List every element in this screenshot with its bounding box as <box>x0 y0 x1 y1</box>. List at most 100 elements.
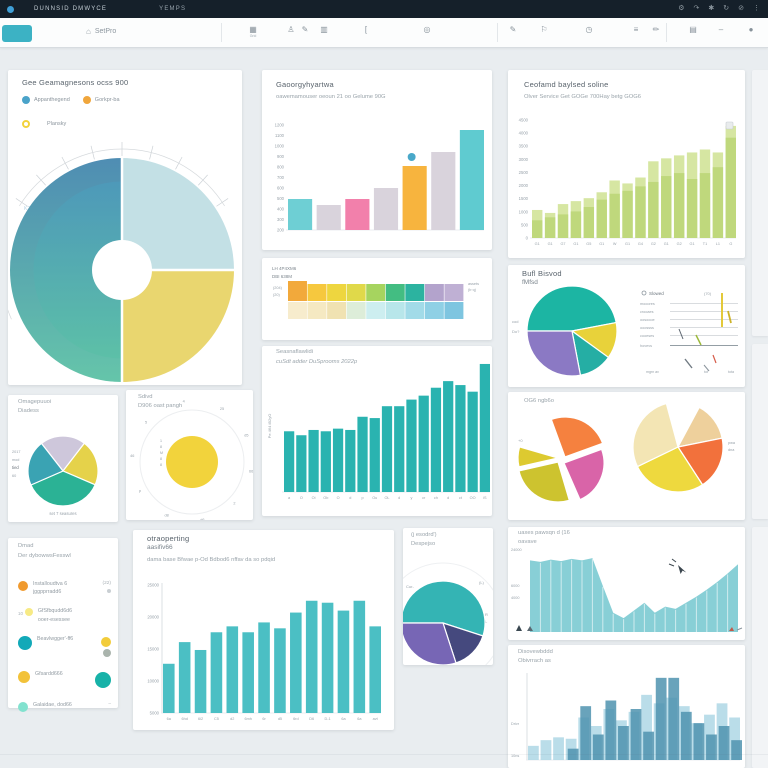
svg-text:700: 700 <box>277 175 285 180</box>
category-bar-chart[interactable]: 1200 1100 1000 900 800 700 600 500 400 300 200 <box>262 70 492 250</box>
legend-list-item[interactable]: Installoudtva 6 jggpprradd6 (22) <box>18 580 111 596</box>
toolbar-tool-icon[interactable]: ◎ <box>423 25 431 34</box>
svg-text:dna: dna <box>728 448 735 452</box>
svg-text:66: 66 <box>249 469 253 473</box>
histogram-chart[interactable]: Drivr 10ns <box>508 645 745 768</box>
share-pie-chart[interactable]: Cur-(L)RLDo <box>403 528 493 665</box>
svg-text:10ns: 10ns <box>511 754 519 758</box>
breakdown-pie-chart[interactable]: cod Do? mgrn av tot tota Slowed (70) mooores cro… <box>508 265 745 387</box>
svg-text:3000: 3000 <box>519 157 529 162</box>
color-strip-chart[interactable]: LH 4P4XM6 DBI 638M (204) (20) assets (b·q) <box>262 258 492 340</box>
cutoff-card-sliver <box>752 70 768 336</box>
small-pie-chart[interactable]: 2017 mod tied 60 set 7 seasures <box>8 395 118 522</box>
svg-text:0: 0 <box>526 236 529 241</box>
legend-list-item[interactable]: Galaidae, dod66 – <box>18 701 111 712</box>
toolbar-tool-icon[interactable]: ✎ <box>509 25 517 34</box>
svg-text:4000: 4000 <box>511 596 519 600</box>
home-tool[interactable]: ⌂ SetPro <box>86 27 116 36</box>
svg-text:500: 500 <box>521 222 529 227</box>
toolbar-tool-icon[interactable]: ▦ Grid <box>245 26 261 39</box>
svg-text:(20): (20) <box>273 293 280 297</box>
item-dot-icon <box>18 701 28 712</box>
card-subtitle: Obivrrach as <box>518 658 551 664</box>
card-title: Seasnaflawlidi <box>276 349 314 355</box>
svg-text:25000: 25000 <box>147 583 159 588</box>
legend-list-item[interactable]: Gfsardd666 <box>18 670 111 690</box>
window-title: DUNNSID DMWYCE <box>34 6 108 12</box>
svg-text:oosoooe: oosoooe <box>640 318 655 322</box>
card-title: Gee Geamagnesons ocss 900 <box>22 78 129 87</box>
legend-item[interactable]: Appanthegend <box>22 96 70 104</box>
svg-text:Slowed: Slowed <box>649 291 664 296</box>
item-dot-icon <box>24 608 33 617</box>
svg-text:OL: OL <box>384 496 389 500</box>
svg-text:crooaes: crooaes <box>640 310 654 314</box>
svg-text:d8: d8 <box>165 513 169 517</box>
card-pie-small: Omagepuuoi Diadess 2017 mod tied 60 set 7 se… <box>8 395 118 522</box>
titlebar-icon[interactable]: ⊘ <box>738 5 744 12</box>
toolbar-tool-icon[interactable]: [ <box>364 25 368 34</box>
svg-text:400: 400 <box>277 207 285 212</box>
svg-text:ch: ch <box>434 496 438 500</box>
svg-text:800: 800 <box>277 165 285 170</box>
toolbar-tool-icon[interactable]: – <box>718 25 724 34</box>
toolbar-tool-label: Grid <box>249 34 257 38</box>
toolbar-tool-icon[interactable]: ▤ <box>689 25 697 34</box>
card-subtitle: oawemamouser oeoun 21 oo Gelume 90G <box>276 94 386 100</box>
card-area-trend: uaxes pawsqn d (16 oavave 24000 6000 4000 <box>508 527 745 640</box>
active-color-swatch[interactable] <box>2 25 32 42</box>
area-trend-chart[interactable]: 24000 6000 4000 <box>508 527 745 640</box>
card-monthly-bars: otraoperting aasifiv66 dama base Bfwae p… <box>133 530 394 730</box>
svg-text:60: 60 <box>12 474 16 478</box>
toolbar-tool-icon[interactable]: ⚐ <box>540 25 548 34</box>
svg-text:G1: G1 <box>535 242 540 246</box>
svg-text:O: O <box>300 496 303 500</box>
svg-text:W: W <box>613 242 617 246</box>
svg-text:46: 46 <box>130 454 134 458</box>
svg-text:6hd: 6hd <box>181 717 187 721</box>
item-value: – <box>108 701 111 707</box>
card-subtitle: fMfsd <box>522 279 538 286</box>
item-label: Beavlwgger'-ff6 <box>37 635 74 642</box>
toolbar-tool-icon[interactable]: ◷ <box>585 25 593 34</box>
toolbar-tool-icon[interactable]: ● <box>748 25 754 34</box>
legend-list-item[interactable]: Beavlwgger'-ff6 <box>18 635 111 659</box>
svg-text:24000: 24000 <box>511 548 522 552</box>
svg-text:20000: 20000 <box>147 615 159 620</box>
duo-pie-chart[interactable]: +0 pwa dna <box>508 392 745 520</box>
toolbar-tool-icon[interactable]: ✏ <box>652 25 660 34</box>
monthly-bar-chart[interactable]: 25000 20000 15000 10000 5000 6a 6hd 6i2 C5 d2 6mh 6… <box>133 530 394 730</box>
svg-text:ooossss: ooossss <box>640 326 654 330</box>
toolbar-tool-icon[interactable]: ✎ <box>301 25 309 34</box>
gauge-donut-chart[interactable]: < 2000K29abefirvdgjsonvdownsiblvi <box>8 70 242 385</box>
card-title: OG6 ngb6o <box>524 398 554 404</box>
growth-bar-chart[interactable]: 4500 4000 3500 3000 2500 2000 1500 1000 500 0 G1 G1… <box>508 70 745 258</box>
svg-text:D6: D6 <box>309 717 314 721</box>
svg-text:G1: G1 <box>548 242 553 246</box>
toolbar-tool-icon[interactable]: ≡ <box>633 25 639 34</box>
gauge-legend: Appanthegend Gorkpr-ba <box>22 96 120 104</box>
svg-text:1: 1 <box>160 439 162 443</box>
svg-text:Do?: Do? <box>512 329 520 334</box>
titlebar-icon[interactable]: ↻ <box>723 5 730 12</box>
gauge-legend2[interactable]: Plansky <box>22 120 66 128</box>
titlebar-icon[interactable]: ⚙ <box>678 5 685 12</box>
home-icon: ⌂ <box>86 27 91 36</box>
legend-item[interactable]: Gorkpr-ba <box>82 96 120 104</box>
titlebar-menu[interactable]: YEMPS <box>159 6 187 12</box>
svg-text:assets: assets <box>468 282 479 286</box>
legend-list-item[interactable]: 10 GfSfbqudd6d6 ooer-esessee <box>18 607 111 623</box>
toolbar-tool-icon[interactable]: ▥ <box>320 25 328 34</box>
card-pie-breakdown: Bufl Bisvod fMfsd cod Do? mgrn av tot tota Sl… <box>508 265 745 387</box>
card-subtitle: Diadess <box>18 408 39 414</box>
toolbar-tool-icon[interactable]: ♙ <box>287 25 295 34</box>
polar-chart[interactable]: 4 25 d5 66 2 d6 d8 p 46 5 1 8 M 8 8 <box>126 390 253 520</box>
titlebar-icon[interactable]: ✱ <box>708 5 715 12</box>
svg-text:d: d <box>398 496 400 500</box>
card-title: Dmad <box>18 543 34 549</box>
titlebar-icon[interactable]: ↷ <box>693 5 700 12</box>
svg-text:900: 900 <box>277 154 285 159</box>
titlebar-icon[interactable]: ⋮ <box>753 5 760 12</box>
